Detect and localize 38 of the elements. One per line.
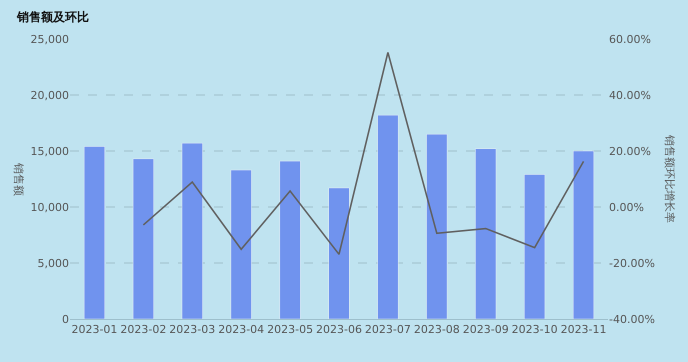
y-tick-label: 10,000 [30, 200, 69, 214]
line-series [142, 52, 584, 256]
bar [475, 148, 496, 319]
bar [426, 134, 448, 319]
y-tick-label: 25,000 [30, 32, 69, 46]
y2-tick-label: 60.00% [609, 32, 651, 46]
x-tick-label: 2023-02 [120, 323, 166, 336]
x-tick-label: 2023-08 [414, 323, 460, 336]
x-tick-label: 2023-01 [71, 323, 118, 336]
x-tick-label: 2023-06 [316, 323, 362, 336]
x-tick-label: 2023-07 [364, 323, 411, 336]
y2-tick-label: 40.00% [609, 88, 651, 102]
y2-tick-label: -40.00% [609, 312, 655, 326]
x-tick-label: 2023-03 [169, 323, 216, 336]
y2-axis-title: 销售额环比增长率 [662, 134, 676, 224]
bar [280, 160, 301, 319]
y2-tick-label: -20.00% [609, 256, 655, 270]
bar [328, 188, 350, 319]
y-axis-title: 销售额 [12, 162, 25, 196]
chart-title: 销售额及环比 [16, 10, 90, 24]
x-tick-label: 2023-04 [218, 323, 264, 336]
bar [377, 114, 398, 319]
y-tick-label: 0 [62, 312, 69, 326]
bar [182, 142, 203, 319]
x-tick-label: 2023-09 [462, 323, 509, 336]
y2-tick-label: 20.00% [609, 144, 651, 158]
bar [132, 158, 154, 319]
y-tick-label: 15,000 [30, 144, 69, 158]
bar [230, 170, 252, 319]
y-tick-label: 20,000 [30, 88, 69, 102]
x-tick-label: 2023-10 [512, 323, 558, 336]
bar [573, 150, 594, 319]
bar [524, 174, 546, 319]
y2-tick-label: 0.00% [609, 200, 644, 214]
y-tick-label: 5,000 [38, 256, 69, 270]
bar [84, 146, 105, 319]
x-tick-label: 2023-11 [560, 323, 607, 336]
x-tick-label: 2023-05 [267, 323, 314, 336]
